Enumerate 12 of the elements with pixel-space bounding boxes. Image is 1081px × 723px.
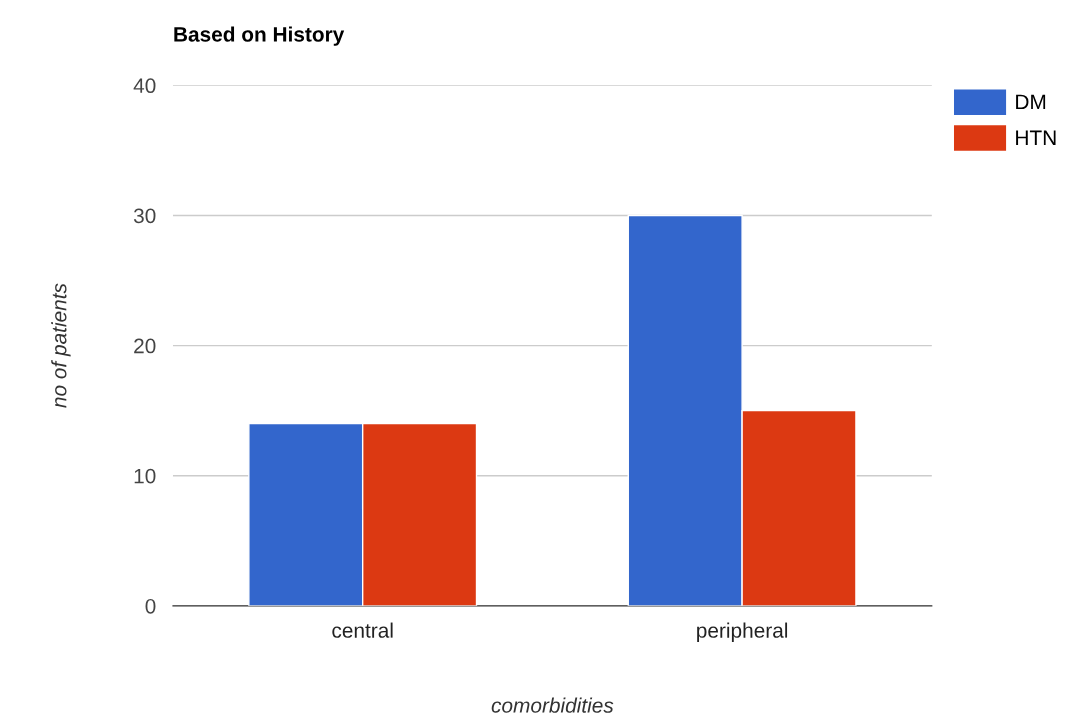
chart-title: Based on History: [174, 26, 345, 46]
y-tick-label: 30: [133, 208, 156, 224]
x-axis-title: comorbidities: [491, 697, 614, 713]
x-tick-label: central: [332, 622, 393, 638]
y-tick-label: 20: [134, 338, 156, 354]
x-tick-label: peripheral: [697, 622, 788, 642]
y-tick-label: 10: [134, 468, 156, 484]
y-tick-label: 40: [133, 78, 156, 94]
y-tick-label: 0: [145, 598, 156, 614]
y-axis-title: no of patients: [51, 283, 71, 408]
legend-label: DM: [1016, 94, 1046, 110]
legend-label: HTN: [1016, 130, 1056, 145]
